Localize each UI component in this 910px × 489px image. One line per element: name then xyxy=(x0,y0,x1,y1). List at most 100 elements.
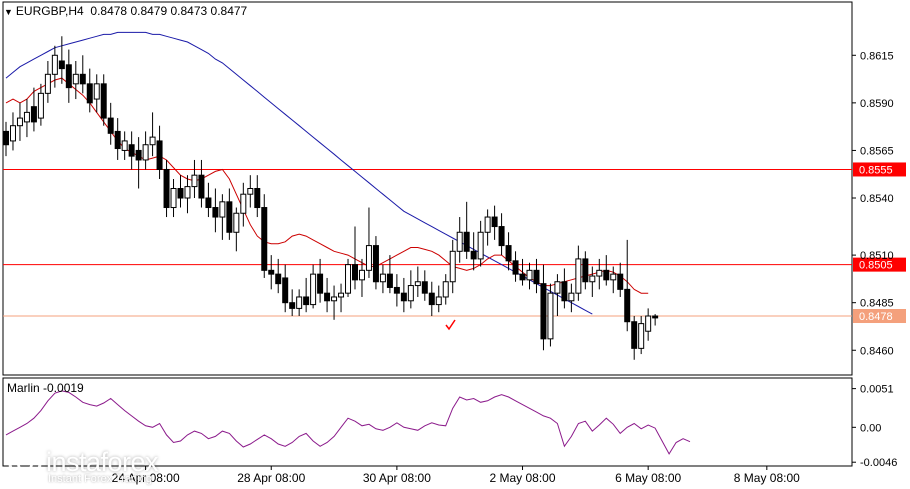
main-chart-frame xyxy=(2,1,853,467)
candle xyxy=(275,258,282,294)
candle xyxy=(533,258,540,294)
candle xyxy=(596,258,603,290)
candle xyxy=(282,264,289,313)
candle-body xyxy=(30,106,37,123)
brand-tagline: Instant Forex Trading xyxy=(48,473,152,485)
candle-body xyxy=(540,283,547,340)
candle xyxy=(121,131,128,160)
candle xyxy=(379,264,386,294)
candle xyxy=(177,175,184,208)
candle-body xyxy=(561,281,568,302)
candle xyxy=(442,274,449,305)
candle-body xyxy=(86,83,93,104)
candle-body xyxy=(226,201,233,233)
candle xyxy=(631,316,638,360)
candle xyxy=(219,194,226,240)
candle xyxy=(156,125,163,179)
time-axis: 24 Apr 08:00 28 Apr 08:00 30 Apr 08:00 2 Ma… xyxy=(112,466,800,485)
level-price-box xyxy=(853,162,906,177)
candle xyxy=(449,239,456,294)
candle xyxy=(358,258,365,297)
candle-body xyxy=(491,216,498,228)
candle-body xyxy=(477,231,484,260)
candle xyxy=(37,83,44,126)
dropdown-triangle-icon[interactable]: ▼ xyxy=(4,7,13,17)
candle-body xyxy=(289,302,296,309)
candle-body xyxy=(296,296,303,309)
candle-body xyxy=(303,296,310,306)
candle xyxy=(463,201,470,259)
candle-body xyxy=(533,269,540,285)
candle-body xyxy=(324,292,331,302)
candle-body xyxy=(428,292,435,306)
candle xyxy=(428,281,435,317)
candle-body xyxy=(414,281,421,287)
candle-body xyxy=(603,269,610,281)
candle-body xyxy=(156,140,163,170)
candle-body xyxy=(456,231,463,252)
candle xyxy=(212,188,219,233)
candle-body xyxy=(512,260,519,275)
candle-body xyxy=(100,83,107,119)
candle-body xyxy=(72,73,79,85)
candle-body xyxy=(44,73,51,94)
candle xyxy=(338,283,345,313)
candle-body xyxy=(163,168,170,209)
candle-body xyxy=(275,273,282,285)
candle xyxy=(79,55,86,94)
candle-body xyxy=(393,286,400,294)
level-price-label: 0.8505 xyxy=(859,260,893,272)
candle-body xyxy=(505,245,512,262)
candle xyxy=(72,60,79,100)
candle xyxy=(435,285,442,313)
candle-body xyxy=(617,273,624,290)
indicator-tick-label: -0.0046 xyxy=(860,457,897,469)
candle xyxy=(205,182,212,218)
symbol-label: EURGBP,H4 xyxy=(15,4,84,18)
candle xyxy=(86,68,93,113)
candle-body xyxy=(177,188,184,199)
candle xyxy=(310,264,317,309)
candle xyxy=(233,207,240,252)
candle-body xyxy=(9,125,16,142)
candle-body xyxy=(352,264,358,281)
candle-body xyxy=(582,258,589,283)
candle-body xyxy=(407,285,414,302)
candle xyxy=(65,49,72,103)
candle-body xyxy=(624,288,631,323)
candle-body xyxy=(435,296,442,306)
candle-body xyxy=(652,315,659,319)
candle-body xyxy=(37,92,44,119)
candle xyxy=(512,251,519,282)
main-plot-border xyxy=(2,1,853,376)
candle xyxy=(582,251,589,290)
candle-body xyxy=(3,130,9,146)
slow-ma-line xyxy=(5,31,593,315)
candle-body xyxy=(345,264,352,294)
candlesticks xyxy=(3,36,659,360)
candle xyxy=(491,205,498,240)
candle xyxy=(393,274,400,307)
candle xyxy=(289,289,296,317)
candle xyxy=(296,289,303,317)
candle xyxy=(58,36,65,84)
candle xyxy=(365,207,372,278)
candle-body xyxy=(93,83,100,100)
candle xyxy=(30,87,37,132)
candle-body xyxy=(23,111,30,123)
candle xyxy=(128,131,135,170)
candle xyxy=(142,131,149,170)
candle-body xyxy=(282,277,289,304)
candle xyxy=(617,262,624,297)
candle xyxy=(519,258,526,286)
candle xyxy=(240,182,247,227)
candle xyxy=(93,74,100,113)
candle-body xyxy=(142,144,149,161)
candle xyxy=(191,159,198,199)
candle-body xyxy=(547,292,554,340)
time-tick-label: 6 May 08:00 xyxy=(615,471,681,485)
candle xyxy=(407,270,414,309)
candle xyxy=(170,178,177,218)
candle xyxy=(421,270,428,301)
candle xyxy=(470,232,477,271)
